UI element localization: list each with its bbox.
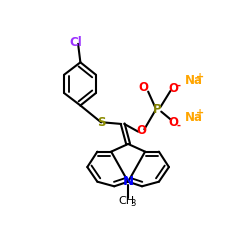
Text: S: S	[97, 116, 106, 129]
Text: O: O	[138, 81, 148, 94]
Text: Na: Na	[184, 111, 202, 124]
Text: +: +	[196, 72, 204, 82]
Text: Na: Na	[184, 74, 202, 87]
Text: -: -	[176, 81, 180, 91]
Text: -: -	[176, 120, 180, 130]
Text: CH: CH	[118, 196, 135, 206]
Text: O: O	[168, 116, 178, 129]
Text: N: N	[122, 175, 134, 188]
Text: Cl: Cl	[70, 36, 82, 49]
Text: +: +	[196, 108, 204, 118]
Text: P: P	[153, 103, 162, 116]
Text: 3: 3	[130, 199, 136, 208]
Text: O: O	[136, 124, 146, 137]
Text: O: O	[168, 82, 178, 95]
